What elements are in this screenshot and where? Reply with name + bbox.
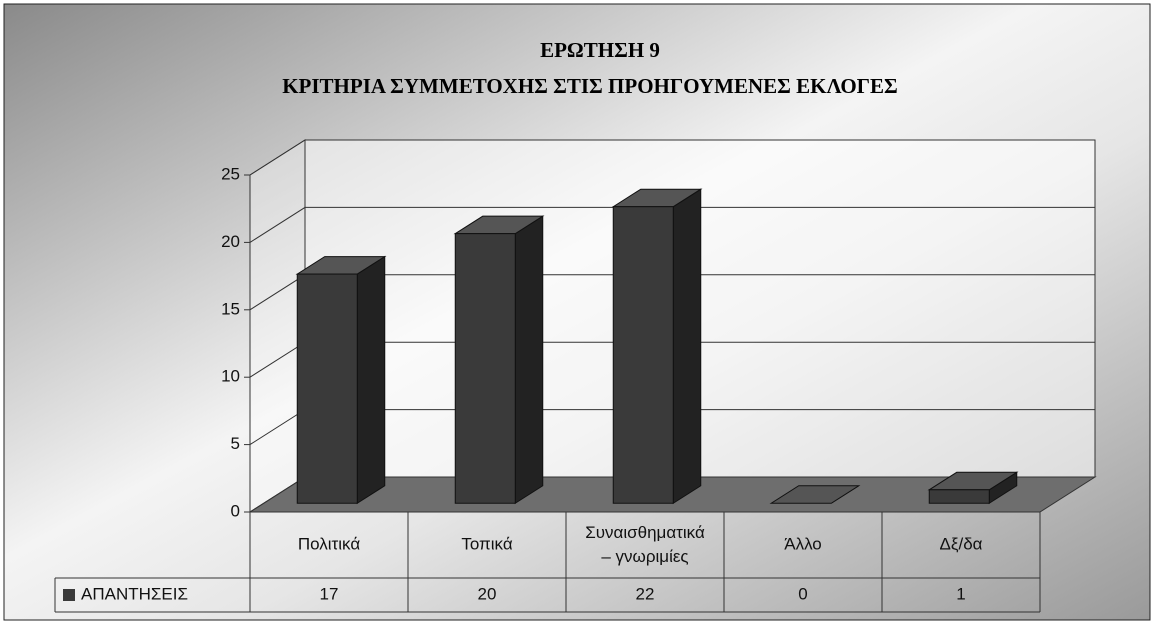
legend-label: ΑΠΑΝΤΗΣΕΙΣ <box>81 584 188 603</box>
y-tick-label: 0 <box>231 501 240 520</box>
x-tick-label: Τοπικά <box>461 534 513 553</box>
chart-title: ΕΡΩΤΗΣΗ 9 <box>540 38 660 62</box>
table-value: 20 <box>478 584 497 603</box>
bar <box>612 206 674 504</box>
table-value: 1 <box>956 584 965 603</box>
bar <box>454 233 516 504</box>
y-tick-label: 10 <box>221 367 240 386</box>
bar-side <box>672 188 702 505</box>
y-tick-label: 15 <box>221 299 240 318</box>
legend-key <box>63 589 75 601</box>
x-tick-label: Άλλο <box>784 534 822 553</box>
y-tick-label: 20 <box>221 232 240 251</box>
grid-line <box>249 206 1095 243</box>
table-value: 22 <box>636 584 655 603</box>
table-value: 17 <box>320 584 339 603</box>
bar <box>296 273 358 504</box>
grid-line <box>249 139 1095 176</box>
bar-top <box>769 485 861 504</box>
x-tick-label: Πολιτικά <box>298 534 360 553</box>
x-tick-label: Συναισθηματικά – γνωριμίες <box>585 523 705 566</box>
chart-subtitle: ΚΡΙΤΗΡΙΑ ΣΥΜΜΕΤΟΧΗΣ ΣΤΙΣ ΠΡΟΗΓΟΥΜΕΝΕΣ ΕΚ… <box>282 74 898 98</box>
bar-side <box>356 255 386 505</box>
bar <box>928 489 990 504</box>
x-tick-label: Δξ/δα <box>940 534 983 553</box>
table-value: 0 <box>798 584 807 603</box>
bar-side <box>514 215 544 505</box>
y-tick-label: 5 <box>231 434 240 453</box>
y-tick-label: 25 <box>221 164 240 183</box>
